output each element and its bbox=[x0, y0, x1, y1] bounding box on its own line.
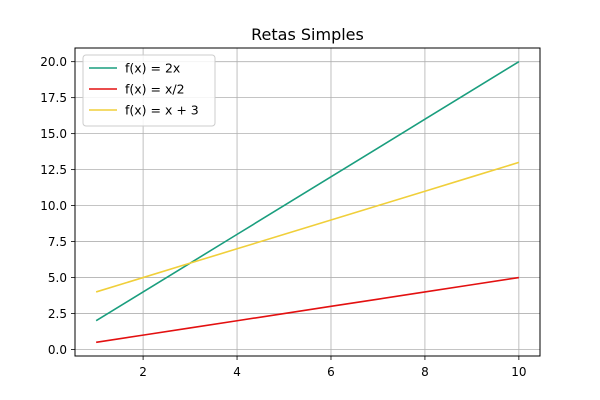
series-line-1 bbox=[95, 60, 520, 322]
y-tick-label: 10.0 bbox=[40, 199, 67, 213]
y-tick-label: 0.0 bbox=[48, 343, 67, 357]
y-tick-label: 20.0 bbox=[40, 55, 67, 69]
legend: f(x) = 2x f(x) = x/2 f(x) = x + 3 bbox=[82, 54, 216, 127]
chart-title: Retas Simples bbox=[251, 25, 364, 44]
grid bbox=[75, 48, 540, 356]
series-lines bbox=[95, 60, 520, 344]
y-tick-label: 17.5 bbox=[40, 91, 67, 105]
x-tick-label: 10 bbox=[511, 365, 526, 379]
legend-box bbox=[82, 54, 216, 127]
y-tick-label: 12.5 bbox=[40, 163, 67, 177]
x-tick-label: 4 bbox=[233, 365, 241, 379]
legend-label-1: f(x) = 2x bbox=[125, 61, 180, 76]
legend-label-2: f(x) = x/2 bbox=[125, 82, 185, 97]
x-tick-label: 6 bbox=[327, 365, 335, 379]
y-tick-label: 5.0 bbox=[48, 271, 67, 285]
series-line-2 bbox=[96, 276, 519, 344]
plot-frame bbox=[74, 47, 541, 357]
y-tick-label: 2.5 bbox=[48, 307, 67, 321]
y-tick-label: 15.0 bbox=[40, 127, 67, 141]
y-axis-ticks: 0.0 2.5 5.0 7.5 10.0 12.5 15.0 17.5 20.0 bbox=[40, 55, 75, 357]
x-tick-label: 2 bbox=[139, 365, 147, 379]
legend-label-3: f(x) = x + 3 bbox=[125, 103, 199, 118]
x-tick-label: 8 bbox=[421, 365, 429, 379]
x-axis-ticks: 2 4 6 8 10 bbox=[139, 356, 527, 379]
y-tick-label: 7.5 bbox=[48, 235, 67, 249]
series-line-3 bbox=[95, 161, 520, 293]
